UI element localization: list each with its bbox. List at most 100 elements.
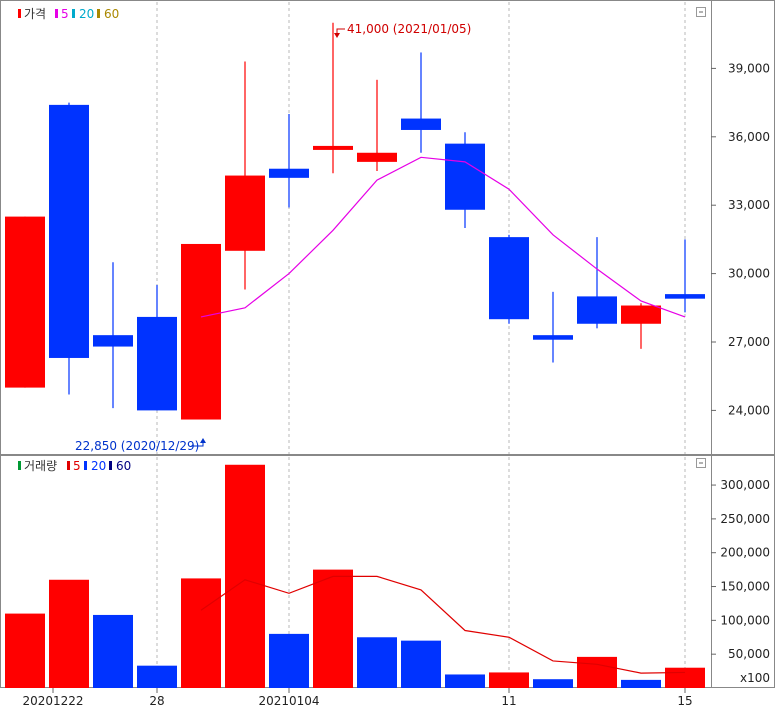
- volume-ytick-label: 150,000: [720, 580, 770, 594]
- volume-bar: [577, 656, 617, 688]
- volume-legend-ma20: 20: [91, 459, 106, 473]
- low-annotation: 22,850 (2020/12/29): [75, 438, 206, 453]
- candle: [401, 52, 441, 153]
- volume-ytick-label: 200,000: [720, 546, 770, 560]
- candle: [577, 237, 617, 329]
- volume-legend-ma5-swatch: [67, 461, 70, 470]
- volume-bar: [621, 679, 661, 688]
- volume-legend-label: 거래량: [24, 459, 57, 473]
- xtick-label: 11: [501, 694, 516, 708]
- price-ytick-label: 39,000: [728, 61, 770, 75]
- price-ytick-label: 36,000: [728, 130, 770, 144]
- candle: [533, 291, 573, 363]
- volume-legend-swatch: [18, 461, 21, 470]
- xtick-label: 20210104: [258, 694, 319, 708]
- price-legend-ma60-swatch: [97, 9, 100, 18]
- candle-body: [181, 243, 221, 420]
- candle-body: [93, 335, 133, 347]
- candle: [621, 303, 661, 349]
- candle: [181, 243, 221, 420]
- price-legend: 가격 5 20 60: [18, 7, 119, 21]
- price-legend-label: 가격: [24, 7, 46, 21]
- price-legend-ma60: 60: [104, 7, 119, 21]
- volume-bars: [5, 464, 705, 688]
- candle: [445, 132, 485, 228]
- volume-panel-collapse-button[interactable]: [696, 458, 706, 468]
- volume-bar: [93, 614, 133, 688]
- price-legend-swatch: [18, 9, 21, 18]
- xtick-label: 15: [677, 694, 692, 708]
- candle: [93, 262, 133, 409]
- candle: [313, 22, 353, 174]
- volume-ytick-label: 250,000: [720, 512, 770, 526]
- volume-ytick-label: 100,000: [720, 613, 770, 627]
- volume-legend: 거래량 5 20 60: [18, 459, 131, 473]
- price-ytick-label: 24,000: [728, 403, 770, 417]
- candle-body: [5, 216, 45, 388]
- price-candles: [5, 22, 705, 420]
- candle: [489, 234, 529, 324]
- price-legend-ma20-swatch: [72, 9, 75, 18]
- volume-ma5-line: [200, 575, 686, 674]
- price-ytick-label: 27,000: [728, 335, 770, 349]
- axis-labels: 24,000 27,000 30,000 33,000 36,000 39,000 50,0…: [22, 61, 770, 708]
- price-legend-ma20: 20: [79, 7, 94, 21]
- price-ytick-label: 30,000: [728, 267, 770, 281]
- volume-bar: [313, 569, 353, 688]
- grid-layer: [156, 2, 686, 687]
- candle-body: [49, 104, 89, 358]
- xtick-label: 28: [149, 694, 164, 708]
- volume-bar: [225, 464, 265, 688]
- volume-bar: [445, 674, 485, 688]
- candle: [5, 216, 45, 388]
- volume-bar: [181, 578, 221, 688]
- volume-ytick-label: 300,000: [720, 478, 770, 492]
- candle-body: [313, 145, 353, 150]
- candle-body: [445, 143, 485, 210]
- volume-bar: [533, 679, 573, 688]
- xtick-label: 20201222: [22, 694, 83, 708]
- volume-bar: [49, 579, 89, 688]
- price-ytick-label: 33,000: [728, 198, 770, 212]
- candle: [357, 79, 397, 171]
- volume-ytick-label: 50,000: [728, 647, 770, 661]
- candle-body: [577, 296, 617, 324]
- volume-unit-label: x100: [740, 671, 770, 685]
- price-legend-ma5-swatch: [55, 9, 58, 18]
- candle: [137, 285, 177, 411]
- candle-body: [269, 168, 309, 178]
- volume-bar: [665, 667, 705, 688]
- candle-body: [533, 335, 573, 340]
- candle-body: [621, 305, 661, 324]
- candle-body: [225, 175, 265, 251]
- volume-bar: [137, 665, 177, 688]
- low-annotation-text: 22,850 (2020/12/29): [75, 439, 199, 453]
- volume-bar: [401, 640, 441, 688]
- volume-bar: [5, 613, 45, 688]
- price-ma5-line: [200, 156, 686, 318]
- candle-body: [137, 316, 177, 411]
- volume-legend-ma60: 60: [116, 459, 131, 473]
- candle: [269, 114, 309, 208]
- volume-legend-ma60-swatch: [109, 461, 112, 470]
- candle-body: [401, 118, 441, 130]
- moving-average-lines: [200, 156, 686, 674]
- candle: [225, 61, 265, 290]
- price-legend-ma5: 5: [61, 7, 69, 21]
- high-annotation: 41,000 (2021/01/05): [334, 22, 471, 38]
- volume-legend-ma20-swatch: [84, 461, 87, 470]
- volume-legend-ma5: 5: [73, 459, 81, 473]
- candle: [49, 102, 89, 395]
- volume-bar: [357, 637, 397, 688]
- candle-body: [357, 152, 397, 162]
- price-panel-collapse-button[interactable]: [696, 7, 706, 17]
- candle: [665, 239, 705, 313]
- volume-bar: [489, 672, 529, 688]
- high-annotation-text: 41,000 (2021/01/05): [347, 22, 471, 36]
- price-panel-frame: [0, 0, 775, 455]
- candle-body: [665, 294, 705, 299]
- candle-body: [489, 237, 529, 320]
- volume-bar: [269, 633, 309, 688]
